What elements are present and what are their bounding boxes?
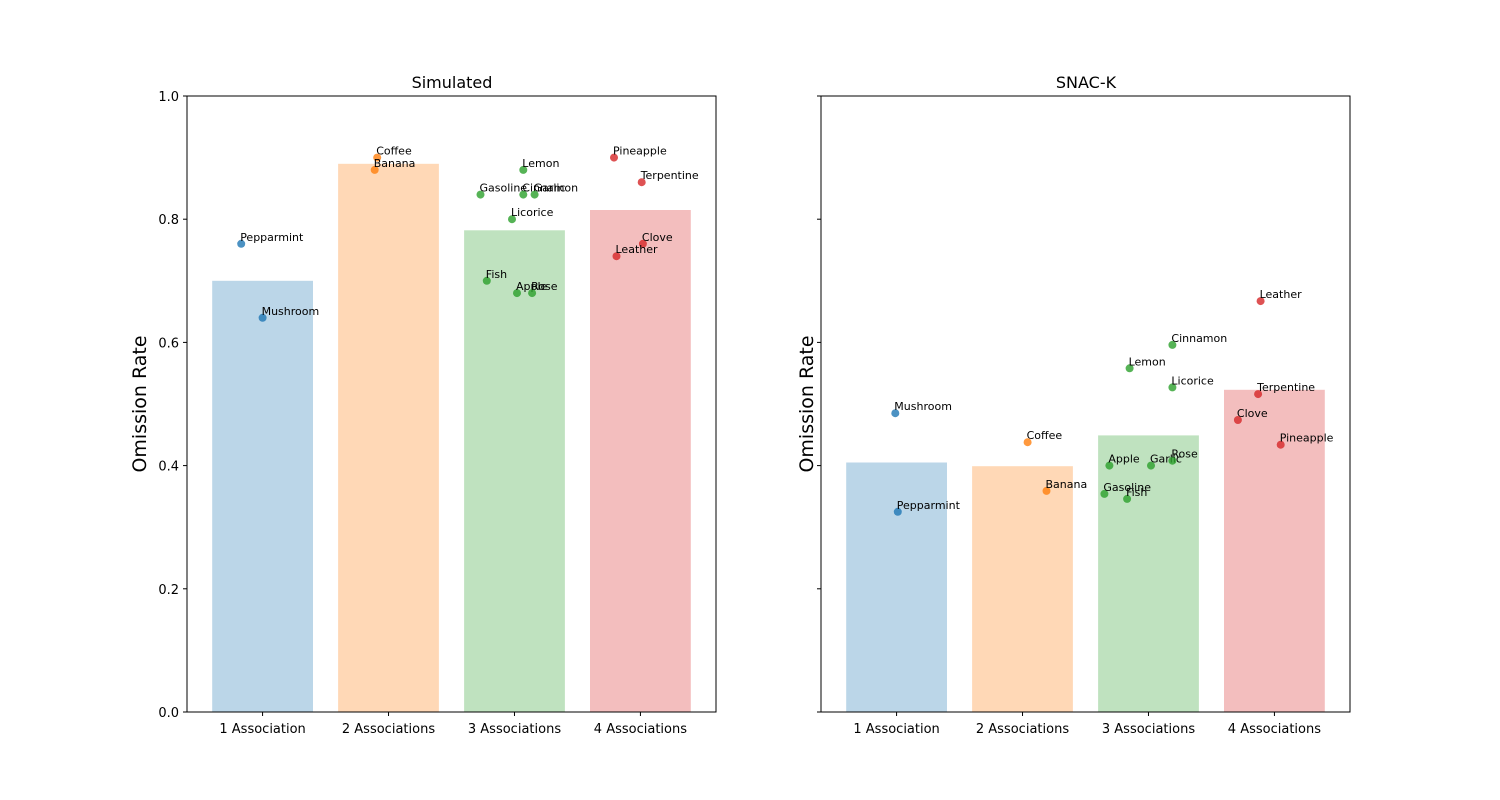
simulated-point-licorice (508, 215, 516, 224)
snac-k-bar-4-associations (1224, 389, 1325, 712)
simulated-point-pineapple (610, 153, 618, 162)
snac-k-x-tick-label-2-associations: 2 Associations (976, 722, 1069, 737)
snac-k-point-label-cinnamon: Cinnamon (1171, 332, 1227, 345)
snac-k-point-clove (1233, 416, 1242, 424)
simulated-point-label-rose: Rose (531, 280, 558, 293)
snac-k-point-label-terpentine: Terpentine (1256, 381, 1315, 394)
snac-k-x-tick-label-4-associations: 4 Associations (1228, 722, 1321, 737)
simulated-point-gasoline (476, 190, 485, 199)
simulated-point-label-pepparmint: Pepparmint (240, 231, 304, 244)
simulated-point-clove (638, 239, 647, 248)
simulated-point-label-pineapple: Pineapple (613, 145, 667, 158)
snac-k-point-label-apple: Apple (1108, 453, 1140, 466)
snac-k-bar-2-associations (972, 466, 1073, 712)
simulated-point-apple (513, 289, 521, 298)
simulated-point-garlic (530, 190, 539, 199)
simulated-point-label-mushroom: Mushroom (262, 305, 320, 318)
snac-k-panel: SNAC-K Omission Rate Mushroom Pepparmint C… (796, 73, 1351, 737)
snac-k-point-mushroom (891, 409, 900, 418)
simulated-point-mushroom (258, 313, 267, 322)
simulated-y-tick-label-5: 1.0 (158, 90, 179, 105)
snac-k-point-label-clove: Clove (1237, 407, 1268, 420)
simulated-point-coffee (373, 153, 382, 162)
simulated-point-label-lemon: Lemon (522, 157, 559, 170)
simulated-bar-2-associations (338, 163, 439, 713)
snac-k-point-terpentine (1254, 390, 1263, 399)
simulated-point-label-gasoline: Gasoline (480, 182, 528, 195)
snac-k-point-pepparmint (893, 507, 902, 516)
snac-k-point-label-leather: Leather (1260, 288, 1302, 301)
simulated-point-lemon (519, 165, 528, 174)
simulated-bar-1-association (212, 280, 313, 712)
simulated-x-tick-label-3-associations: 3 Associations (468, 722, 561, 737)
simulated-point-terpentine (637, 178, 646, 187)
simulated-y-tick-label-2: 0.4 (158, 460, 179, 475)
snac-k-point-fish (1123, 494, 1132, 503)
snac-k-point-label-pineapple: Pineapple (1280, 432, 1334, 445)
simulated-point-label-garlic: Garlic (534, 182, 566, 195)
snac-k-point-label-banana: Banana (1046, 478, 1088, 491)
simulated-title: Simulated (412, 73, 493, 92)
snac-k-point-rose (1168, 456, 1177, 465)
simulated-point-label-licorice: Licorice (511, 206, 554, 219)
snac-k-point-leather (1256, 297, 1265, 306)
simulated-panel: Simulated Omission Rate Pepparmint Mushro… (129, 73, 717, 737)
simulated-axes-frame (186, 95, 717, 713)
simulated-point-banana (370, 165, 379, 174)
simulated-point-cinnamon (519, 190, 528, 199)
simulated-point-label-clove: Clove (642, 231, 673, 244)
simulated-x-tick-label-1-association: 1 Association (219, 722, 305, 737)
snac-k-point-label-mushroom: Mushroom (894, 400, 952, 413)
simulated-point-label-apple: Apple (516, 280, 548, 293)
simulated-y-tick-label-4: 0.8 (158, 213, 179, 228)
snac-k-title: SNAC-K (1056, 73, 1117, 92)
snac-k-point-label-fish: Fish (1126, 486, 1147, 499)
simulated-point-rose (528, 289, 537, 298)
simulated-point-leather (612, 252, 621, 261)
snac-k-x-tick-label-1-association: 1 Association (853, 722, 939, 737)
snac-k-point-label-lemon: Lemon (1129, 355, 1166, 368)
snac-k-point-label-coffee: Coffee (1027, 429, 1063, 442)
snac-k-point-banana (1042, 486, 1051, 495)
snac-k-point-pineapple (1276, 440, 1285, 449)
simulated-bar-4-associations (590, 210, 691, 712)
simulated-point-fish (482, 276, 491, 285)
snac-k-point-label-licorice: Licorice (1171, 374, 1214, 387)
simulated-x-tick-label-2-associations: 2 Associations (342, 722, 435, 737)
snac-k-point-coffee (1023, 438, 1032, 447)
simulated-y-tick-label-1: 0.2 (158, 583, 179, 598)
snac-k-axes-frame (820, 95, 1351, 713)
simulated-x-tick-label-4-associations: 4 Associations (594, 722, 687, 737)
simulated-point-label-fish: Fish (486, 268, 507, 281)
simulated-y-tick-label-3: 0.6 (158, 336, 179, 351)
simulated-point-label-banana: Banana (374, 157, 416, 170)
simulated-point-pepparmint (237, 239, 246, 248)
snac-k-point-licorice (1168, 383, 1177, 392)
snac-k-point-lemon (1125, 364, 1134, 373)
simulated-bar-3-associations (464, 230, 565, 713)
snac-k-bar-3-associations (1098, 435, 1199, 712)
snac-k-bar-1-association (846, 462, 947, 712)
snac-k-x-tick-label-3-associations: 3 Associations (1102, 722, 1195, 737)
simulated-point-label-coffee: Coffee (376, 145, 412, 158)
snac-k-y-axis-label: Omission Rate (796, 335, 818, 472)
simulated-point-label-terpentine: Terpentine (640, 169, 699, 182)
snac-k-point-apple (1105, 461, 1114, 470)
snac-k-point-label-rose: Rose (1171, 448, 1198, 461)
simulated-y-axis-label: Omission Rate (129, 335, 151, 472)
snac-k-point-label-gasoline: Gasoline (1103, 481, 1151, 494)
snac-k-point-cinnamon (1168, 340, 1177, 349)
snac-k-point-label-pepparmint: Pepparmint (897, 499, 961, 512)
simulated-point-label-leather: Leather (616, 243, 658, 256)
simulated-y-tick-label-0: 0.0 (158, 706, 179, 721)
snac-k-point-garlic (1147, 461, 1155, 470)
snac-k-point-gasoline (1100, 489, 1109, 498)
